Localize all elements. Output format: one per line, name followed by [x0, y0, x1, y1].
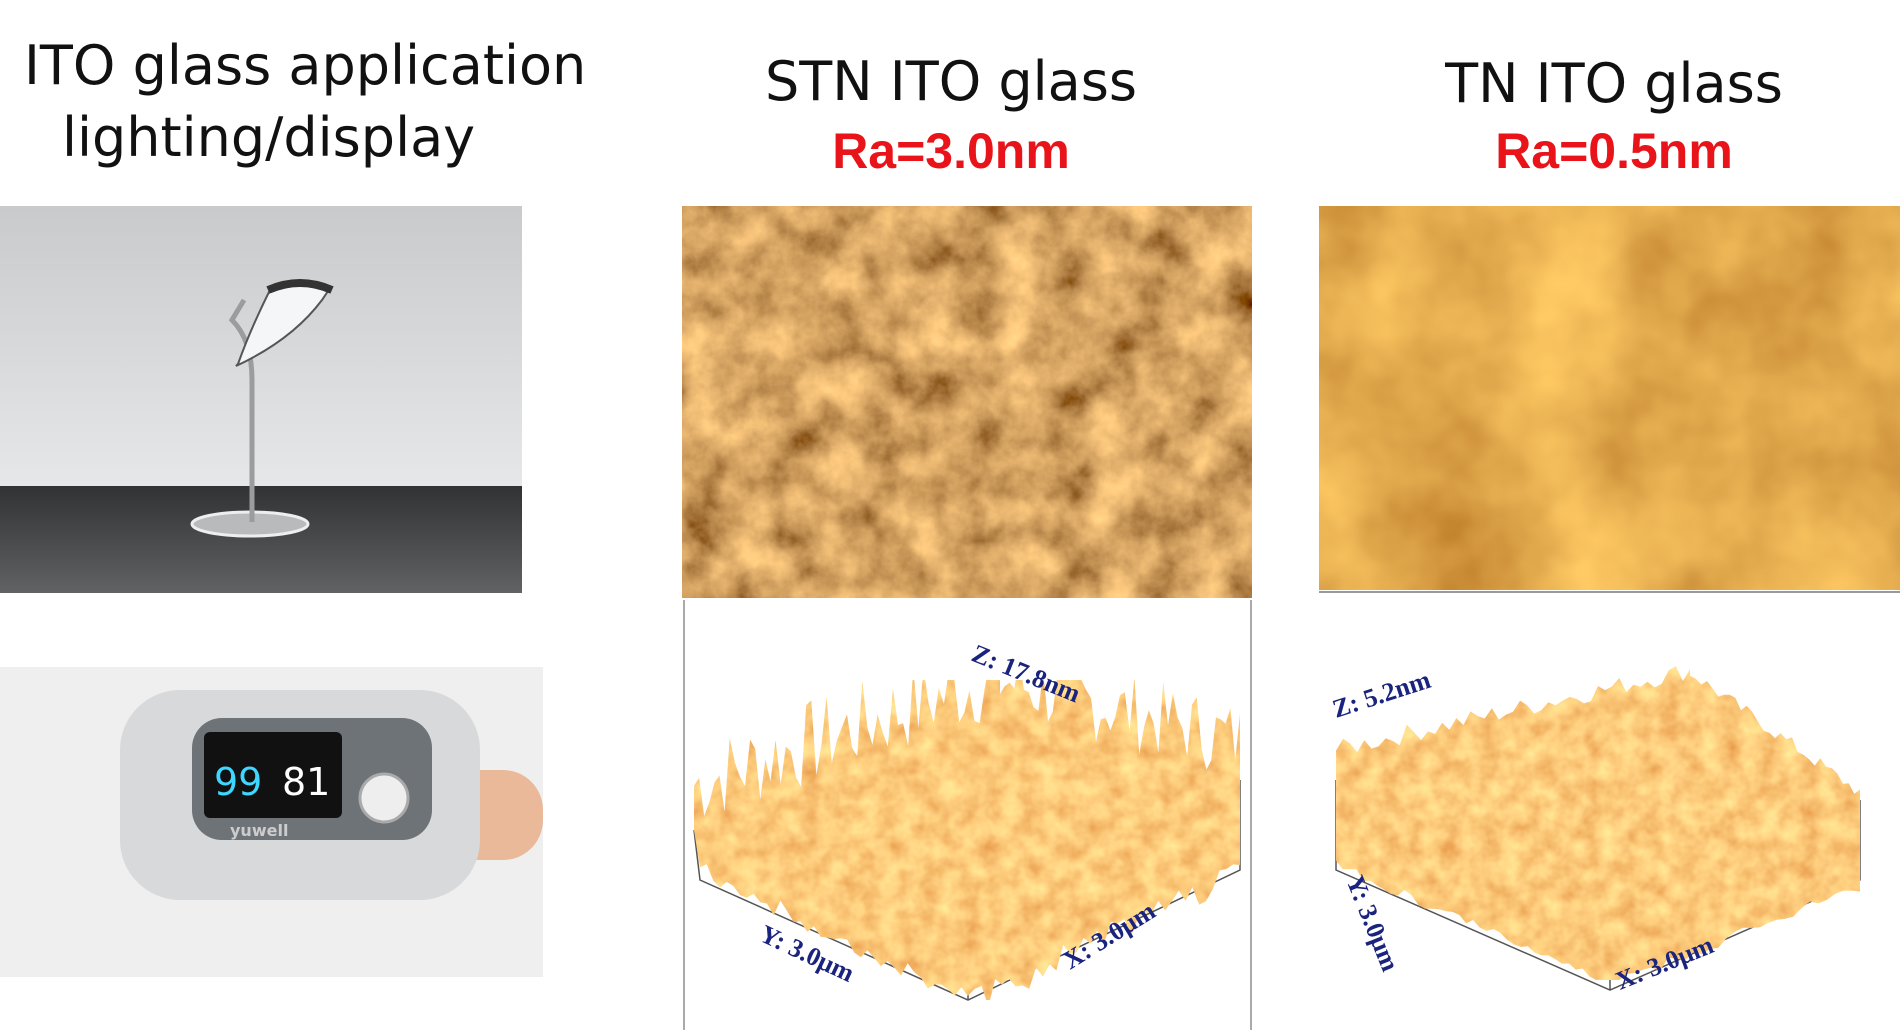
tn-3d-plot: Z: 5.2nm Y: 3.0μm X: 3.0μm — [1329, 665, 1861, 996]
z-label: Z: 5.2nm — [1329, 665, 1434, 724]
tn-afm-image — [1319, 206, 1900, 590]
oximeter-photo: 99 81 yuwell — [0, 667, 543, 977]
stn-afm-image — [682, 206, 1252, 598]
left-title: ITO glass application — [24, 34, 586, 97]
tn-title: TN ITO glass — [1444, 52, 1783, 115]
stn-title: STN ITO glass — [765, 50, 1137, 113]
brand: yuwell — [230, 821, 288, 840]
spo2: 99 — [214, 760, 262, 804]
stn-ra: Ra=3.0nm — [832, 123, 1070, 179]
stn-3d-plot: Z: 17.8nm Y: 3.0μm X: 3.0μm — [693, 639, 1241, 1001]
tn-ra: Ra=0.5nm — [1495, 123, 1733, 179]
left-title: lighting/display — [62, 106, 475, 169]
lamp-photo — [0, 206, 522, 593]
pr: 81 — [282, 760, 330, 804]
